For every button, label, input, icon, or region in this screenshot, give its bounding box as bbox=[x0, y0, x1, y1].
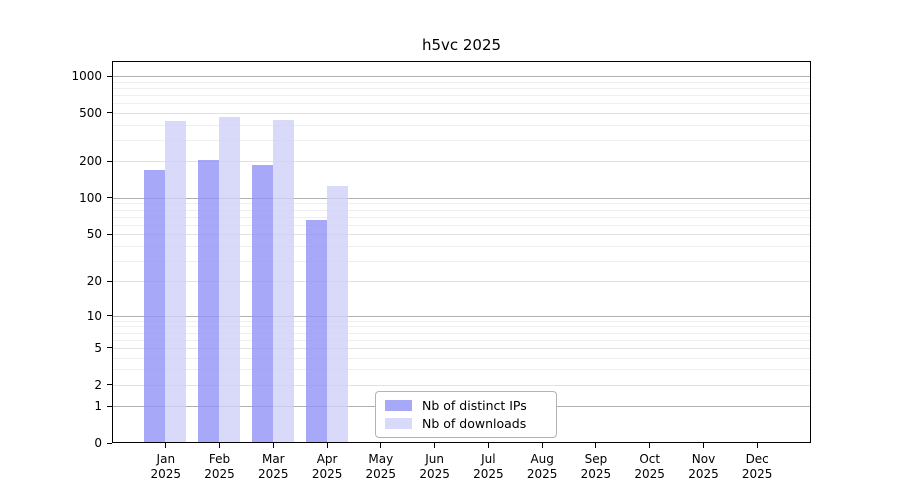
y-tick-mark bbox=[107, 112, 112, 114]
y-tick-label: 10 bbox=[86, 308, 102, 323]
y-tick-label: 200 bbox=[79, 154, 102, 169]
chart-title: h5vc 2025 bbox=[421, 36, 502, 54]
x-tick-mark bbox=[649, 443, 651, 448]
x-tick-mark bbox=[380, 443, 382, 448]
x-tick-mark bbox=[326, 443, 328, 448]
bar-downloads bbox=[272, 119, 294, 443]
y-gridline bbox=[112, 76, 811, 77]
x-tick-mark bbox=[595, 443, 597, 448]
y-minor-gridline bbox=[112, 139, 811, 141]
x-tick-mark bbox=[756, 443, 758, 448]
y-tick-mark bbox=[107, 384, 112, 386]
legend-swatch-downloads bbox=[385, 418, 412, 429]
y-gridline bbox=[112, 234, 811, 236]
y-tick-label: 100 bbox=[79, 190, 102, 205]
bar-distinct-ips bbox=[144, 169, 166, 443]
y-tick-mark bbox=[107, 442, 112, 444]
y-tick-label: 0 bbox=[94, 436, 102, 450]
legend-item-distinct-ips: Nb of distinct IPs bbox=[385, 398, 547, 413]
y-tick-mark bbox=[107, 347, 112, 349]
x-tick-label: Oct 2025 bbox=[634, 452, 665, 481]
y-tick-mark bbox=[107, 280, 112, 282]
legend-label-distinct-ips: Nb of distinct IPs bbox=[422, 398, 527, 413]
y-minor-gridline bbox=[112, 332, 811, 334]
x-tick-mark bbox=[487, 443, 489, 448]
x-tick-mark bbox=[165, 443, 167, 448]
y-tick-label: 20 bbox=[86, 274, 102, 289]
y-minor-gridline bbox=[112, 369, 811, 371]
y-tick-label: 50 bbox=[86, 227, 102, 242]
y-tick-mark bbox=[107, 233, 112, 235]
legend: Nb of distinct IPs Nb of downloads bbox=[375, 391, 557, 438]
y-tick-label: 2 bbox=[94, 377, 102, 392]
bar-downloads bbox=[326, 186, 348, 443]
plot-area: 0 1 2 5 10 20 50 100 200 500 1000 Jan 2025 Feb 2025 Mar… bbox=[71, 61, 811, 481]
y-tick-mark bbox=[107, 405, 112, 407]
y-minor-gridline bbox=[112, 216, 811, 218]
y-minor-gridline bbox=[112, 203, 811, 205]
y-tick-label: 1 bbox=[94, 399, 102, 414]
x-tick-mark bbox=[219, 443, 220, 448]
y-minor-gridline bbox=[112, 260, 811, 262]
y-gridline bbox=[112, 347, 811, 349]
x-tick-label: Jan 2025 bbox=[150, 452, 182, 481]
x-tick-label: Feb 2025 bbox=[204, 452, 235, 481]
bar-distinct-ips bbox=[251, 165, 273, 443]
y-gridline bbox=[112, 384, 811, 386]
x-tick-label: Jun 2025 bbox=[419, 452, 450, 481]
x-tick-label: Mar 2025 bbox=[258, 452, 289, 481]
y-tick-mark bbox=[107, 75, 112, 77]
y-gridline bbox=[112, 161, 811, 163]
y-minor-gridline bbox=[112, 320, 811, 322]
y-minor-gridline bbox=[112, 339, 811, 341]
y-gridline bbox=[112, 112, 811, 114]
bar-distinct-ips bbox=[305, 220, 327, 443]
x-tick-label: Dec 2025 bbox=[741, 452, 773, 481]
legend-label-downloads: Nb of downloads bbox=[422, 416, 527, 431]
legend-swatch-distinct-ips bbox=[385, 400, 412, 411]
y-tick-mark bbox=[107, 160, 112, 162]
x-tick-label: Sep 2025 bbox=[580, 452, 612, 481]
y-gridline bbox=[112, 315, 811, 317]
y-gridline bbox=[112, 197, 811, 199]
y-tick-label: 1000 bbox=[71, 69, 102, 83]
y-minor-gridline bbox=[112, 87, 811, 89]
y-minor-gridline bbox=[112, 326, 811, 328]
x-tick-label: Nov 2025 bbox=[688, 452, 719, 481]
x-tick-label: May 2025 bbox=[365, 452, 397, 481]
bar-downloads bbox=[219, 117, 240, 443]
x-tick-mark bbox=[434, 443, 436, 448]
x-tick-mark bbox=[272, 443, 274, 448]
y-minor-gridline bbox=[112, 94, 811, 96]
y-minor-gridline bbox=[112, 224, 811, 226]
y-gridline bbox=[112, 281, 811, 283]
x-tick-mark bbox=[541, 443, 543, 448]
y-minor-gridline bbox=[112, 124, 811, 126]
x-tick-mark bbox=[703, 443, 704, 448]
bar-downloads bbox=[165, 120, 187, 443]
x-tick-label: Aug 2025 bbox=[526, 452, 558, 481]
y-tick-label: 5 bbox=[94, 340, 102, 355]
bar-distinct-ips bbox=[198, 160, 219, 443]
y-tick-label: 500 bbox=[79, 105, 102, 120]
y-minor-gridline bbox=[112, 81, 811, 83]
y-tick-mark bbox=[107, 197, 112, 199]
x-tick-label: Apr 2025 bbox=[311, 452, 343, 481]
y-minor-gridline bbox=[112, 209, 811, 211]
legend-item-downloads: Nb of downloads bbox=[385, 416, 547, 431]
y-minor-gridline bbox=[112, 103, 811, 105]
y-tick-mark bbox=[107, 315, 112, 317]
x-tick-label: Jul 2025 bbox=[473, 452, 504, 481]
y-minor-gridline bbox=[112, 245, 811, 247]
y-minor-gridline bbox=[112, 357, 811, 359]
